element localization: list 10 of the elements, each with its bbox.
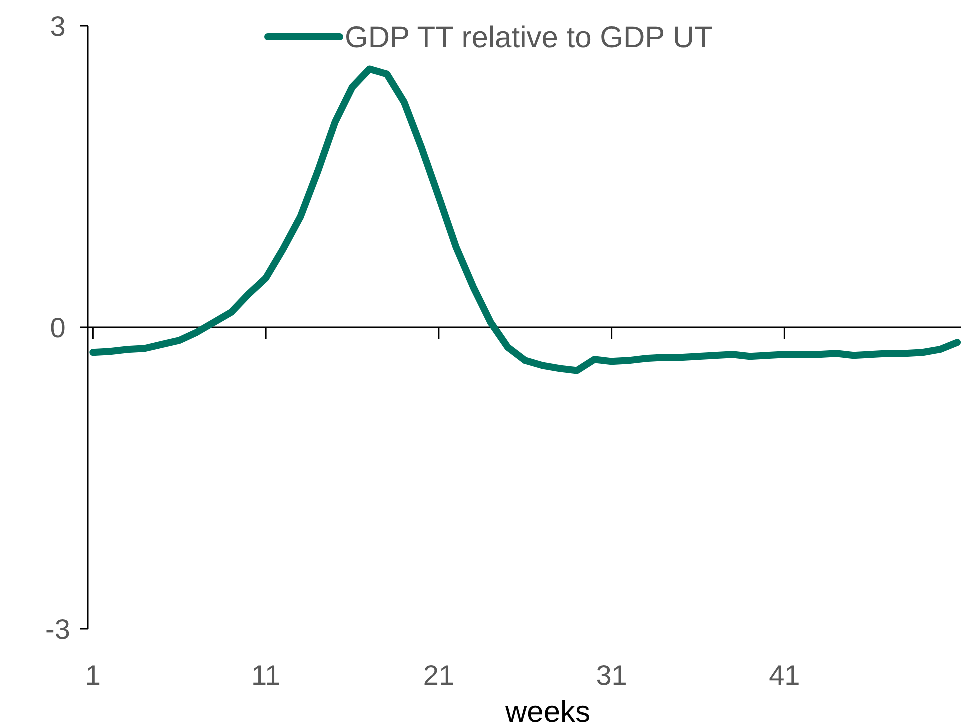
y-tick-label: -3 (46, 614, 70, 645)
x-tick-label: 41 (769, 660, 800, 691)
x-tick-label: 21 (423, 660, 455, 691)
y-tick-label: 3 (50, 10, 66, 42)
x-axis-title: weeks (504, 696, 591, 727)
y-tick-label: 0 (50, 312, 66, 344)
x-tick-label: 31 (596, 660, 628, 691)
x-tick-label: 11 (252, 660, 281, 691)
legend-label: GDP TT relative to GDP UT (345, 22, 713, 54)
x-tick-label: 1 (85, 660, 101, 691)
